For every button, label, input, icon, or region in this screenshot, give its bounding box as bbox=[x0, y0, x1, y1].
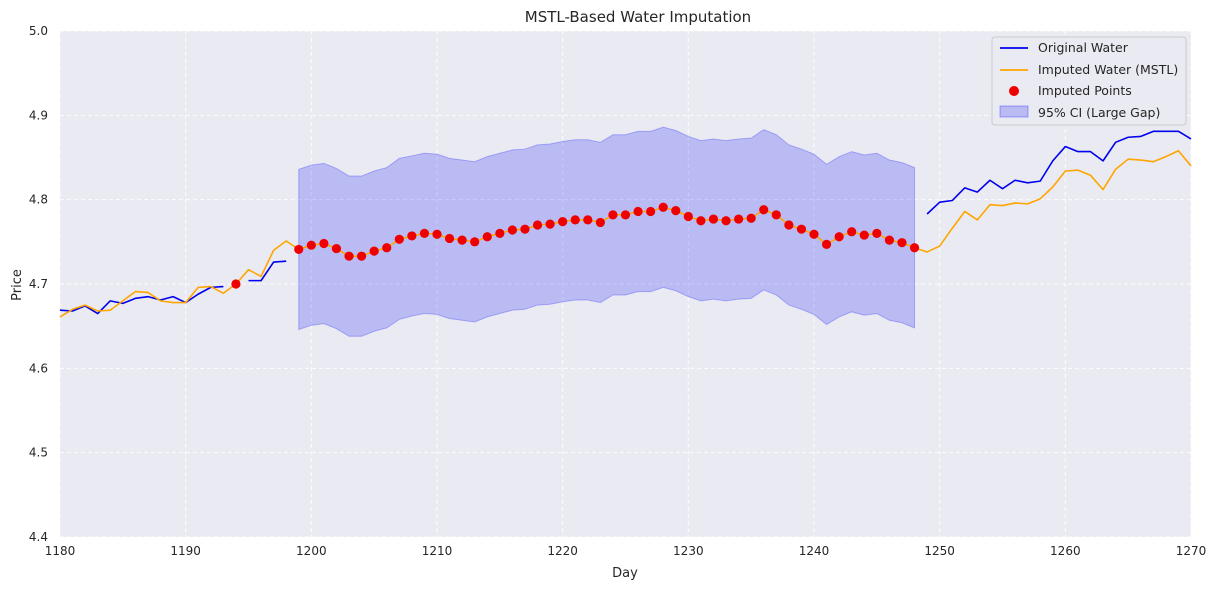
x-tick-label: 1230 bbox=[673, 544, 704, 558]
imputed-point bbox=[583, 215, 593, 225]
original-series-line bbox=[59, 285, 224, 315]
imputed-point bbox=[696, 216, 706, 226]
imputed-point bbox=[658, 202, 668, 212]
x-tick-label: 1180 bbox=[45, 544, 76, 558]
imputed-point bbox=[771, 210, 781, 220]
imputed-point bbox=[470, 237, 480, 247]
imputed-point bbox=[419, 228, 430, 238]
imputed-point bbox=[231, 279, 241, 289]
imputed-point bbox=[331, 243, 342, 254]
imputed-point bbox=[620, 210, 631, 220]
imputed-point bbox=[721, 216, 731, 226]
original-series-line bbox=[926, 130, 1192, 215]
x-tick-label: 1190 bbox=[170, 544, 201, 558]
original-series-layer bbox=[59, 130, 1192, 315]
x-tick-label: 1260 bbox=[1050, 544, 1081, 558]
imputed-point bbox=[796, 224, 807, 234]
imputed-point bbox=[482, 232, 492, 242]
imputed-point bbox=[683, 211, 693, 222]
x-tick-label: 1210 bbox=[422, 544, 453, 558]
imputed-point bbox=[382, 243, 392, 253]
x-axis-label: Day bbox=[612, 566, 638, 581]
y-tick-label: 4.9 bbox=[29, 108, 48, 122]
imputed-point bbox=[834, 232, 844, 242]
imputed-point bbox=[432, 229, 442, 239]
x-tick-label: 1250 bbox=[924, 544, 955, 558]
imputed-point bbox=[407, 231, 417, 241]
ci-band-layer bbox=[298, 126, 916, 337]
legend-frame bbox=[991, 36, 1187, 126]
legend-imputed-label: Imputed Water (MSTL) bbox=[1038, 62, 1178, 77]
y-tick-label: 4.8 bbox=[29, 193, 48, 207]
imputed-point bbox=[570, 215, 580, 225]
imputed-point bbox=[507, 225, 517, 235]
imputed-point bbox=[294, 244, 304, 255]
imputed-point bbox=[369, 246, 379, 256]
imputed-points-layer bbox=[231, 202, 920, 289]
x-tick-label: 1240 bbox=[799, 544, 830, 558]
x-tick-label: 1270 bbox=[1176, 544, 1207, 558]
imputed-point bbox=[897, 238, 907, 248]
legend-original-label: Original Water bbox=[1038, 40, 1129, 55]
y-tick-label: 4.5 bbox=[29, 446, 48, 460]
imputed-point bbox=[746, 213, 756, 223]
legend-points-swatch bbox=[1009, 86, 1019, 96]
imputed-point bbox=[457, 235, 467, 245]
imputed-point bbox=[608, 210, 618, 220]
imputed-point bbox=[558, 216, 568, 227]
imputed-point bbox=[595, 217, 605, 228]
imputed-point bbox=[872, 228, 882, 238]
imputed-point bbox=[633, 206, 643, 217]
imputed-point bbox=[884, 235, 895, 245]
original-series-line bbox=[248, 260, 287, 282]
imputed-point bbox=[394, 234, 404, 244]
y-axis-ticks: 4.4 4.5 4.6 4.7 4.8 4.9 5.0 bbox=[29, 24, 48, 544]
x-tick-label: 1200 bbox=[296, 544, 327, 558]
y-tick-label: 4.7 bbox=[29, 277, 48, 291]
imputed-point bbox=[784, 220, 794, 230]
imputed-point bbox=[821, 239, 832, 249]
legend: Original Water Imputed Water (MSTL) Impu… bbox=[991, 36, 1187, 126]
chart-title: MSTL-Based Water Imputation bbox=[525, 8, 751, 26]
legend-ci-label: 95% CI (Large Gap) bbox=[1038, 105, 1160, 120]
imputed-point bbox=[759, 205, 769, 215]
imputed-point bbox=[344, 251, 354, 261]
imputed-point bbox=[545, 219, 555, 229]
imputed-point bbox=[646, 206, 656, 217]
legend-ci-swatch bbox=[999, 105, 1029, 118]
imputed-point bbox=[306, 240, 316, 250]
imputed-point bbox=[444, 233, 455, 244]
ci-band bbox=[298, 126, 916, 337]
imputed-point bbox=[847, 227, 857, 237]
y-tick-label: 5.0 bbox=[29, 24, 48, 38]
imputed-point bbox=[734, 214, 744, 224]
y-axis-label: Price bbox=[10, 269, 25, 301]
imputed-point bbox=[520, 224, 530, 234]
imputed-point bbox=[357, 251, 367, 261]
imputed-point bbox=[671, 206, 681, 216]
imputed-point bbox=[532, 220, 543, 230]
y-tick-label: 4.6 bbox=[29, 361, 48, 375]
imputed-point bbox=[319, 238, 329, 249]
imputed-point bbox=[909, 243, 920, 253]
x-axis-ticks: 1180 1190 1200 1210 1220 1230 1240 1250 1260 1270 bbox=[45, 544, 1207, 558]
x-tick-label: 1220 bbox=[547, 544, 578, 558]
imputed-point bbox=[809, 229, 819, 239]
y-tick-label: 4.4 bbox=[29, 530, 48, 544]
legend-points-label: Imputed Points bbox=[1038, 83, 1132, 98]
imputed-point bbox=[708, 214, 719, 224]
imputed-point bbox=[859, 230, 869, 240]
imputed-point bbox=[495, 228, 505, 238]
